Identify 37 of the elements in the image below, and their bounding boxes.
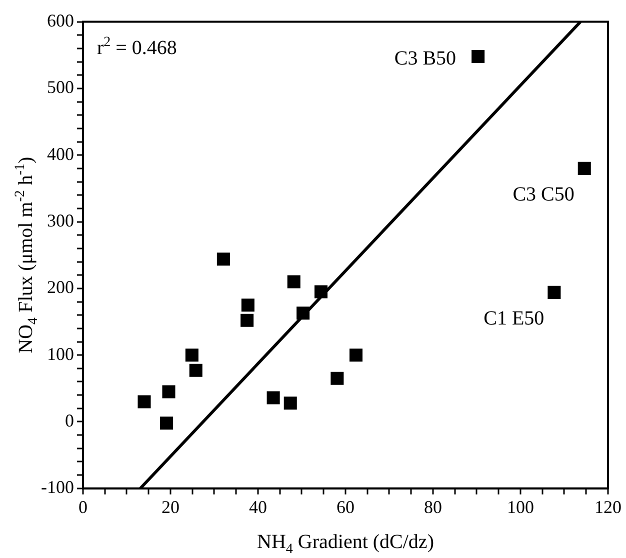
- x-tick-label: 20: [161, 496, 180, 517]
- point: [578, 162, 591, 175]
- point: [185, 348, 198, 362]
- point: [189, 364, 202, 377]
- x-tick-label: 120: [594, 496, 622, 517]
- y-tick-label: -100: [40, 477, 74, 498]
- point: [138, 395, 151, 408]
- y-tick-label: 0: [64, 410, 74, 430]
- y-tick-label: 100: [46, 344, 74, 364]
- y-tick-label: 600: [46, 10, 74, 31]
- y-tick-label: 500: [46, 77, 74, 98]
- point: [216, 252, 230, 266]
- annotation: C3 C50: [512, 183, 574, 206]
- x-tick-label: 40: [248, 496, 267, 517]
- x-tick-label: 60: [336, 496, 354, 517]
- point: [266, 391, 280, 404]
- x-tick-label: 80: [424, 496, 442, 517]
- point: [314, 285, 328, 298]
- point: [330, 372, 344, 385]
- point: [296, 306, 310, 320]
- point: [241, 298, 254, 312]
- point: [240, 314, 254, 327]
- point: [472, 50, 485, 63]
- point: [160, 416, 174, 430]
- y-tick-label: 200: [46, 277, 74, 298]
- x-tick-label: 100: [507, 496, 534, 517]
- point: [162, 385, 176, 398]
- y-tick-label: 400: [46, 144, 74, 164]
- annotation: C3 B50: [394, 47, 456, 70]
- point: [548, 286, 561, 299]
- point: [287, 275, 300, 288]
- x-tick-label: 0: [78, 496, 88, 517]
- point: [349, 348, 363, 362]
- point: [284, 396, 297, 410]
- annotation: C1 E50: [484, 307, 544, 330]
- y-axis-title: NO4 Flux (μmol m-2 h-1): [13, 156, 41, 354]
- y-tick-label: 300: [46, 210, 74, 231]
